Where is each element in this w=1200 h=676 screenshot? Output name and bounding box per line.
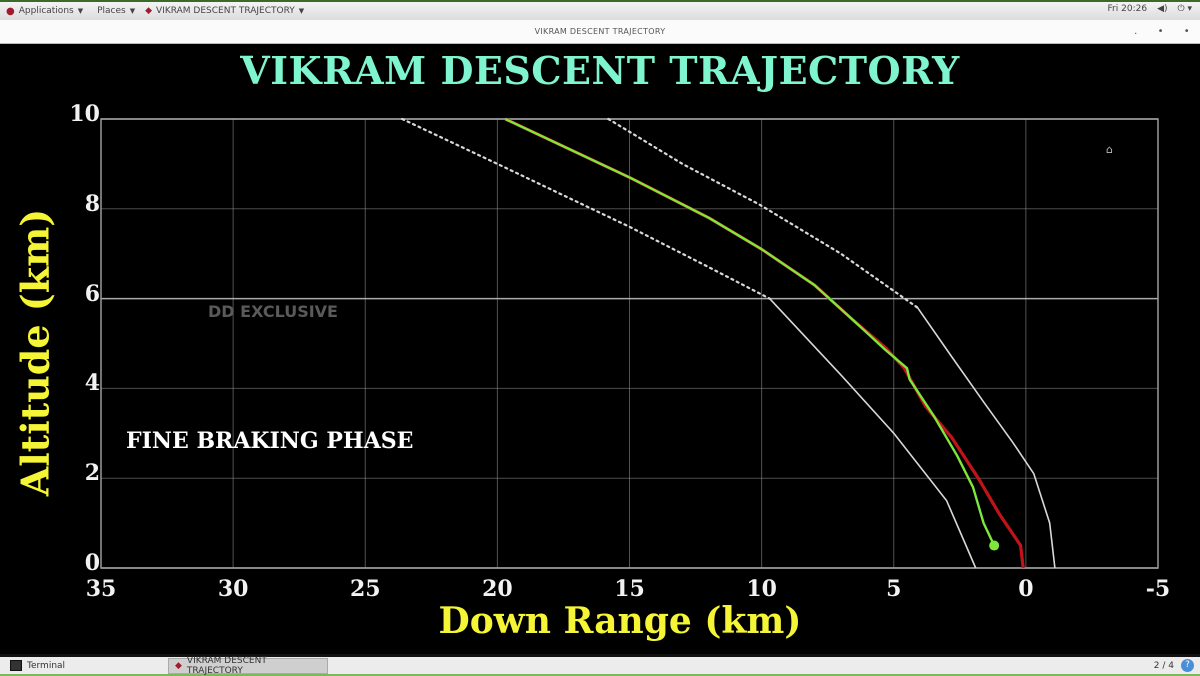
app-icon: ◆ — [145, 6, 153, 16]
x-axis-label: Down Range (km) — [438, 600, 802, 642]
chevron-down-icon: ▼ — [298, 7, 305, 15]
phase-label: FINE BRAKING PHASE — [126, 428, 414, 454]
window-title: VIKRAM DESCENT TRAJECTORY — [534, 27, 666, 36]
x-tick-label: 0 — [1018, 576, 1034, 602]
speaker-icon[interactable]: ◀) — [1157, 4, 1168, 14]
x-tick-label: 25 — [349, 576, 381, 602]
y-tick-label: 6 — [84, 280, 100, 307]
actual-trajectory-glow — [505, 118, 995, 546]
maximize-button[interactable]: • — [1157, 26, 1164, 37]
close-button[interactable]: • — [1183, 26, 1190, 37]
x-tick-label: 15 — [614, 576, 645, 602]
app-icon: ◆ — [175, 660, 182, 671]
actual-trajectory-line — [504, 117, 996, 547]
y-tick-label: 2 — [84, 460, 100, 487]
plot-frame — [100, 118, 1159, 569]
clock[interactable]: Fri 20:26 — [1107, 4, 1148, 14]
y-tick-label: 8 — [84, 190, 100, 217]
workspace-switcher[interactable]: 2 / 4 — [1153, 661, 1174, 671]
taskbar-item-label: Terminal — [27, 660, 66, 671]
bound-curve-dotted — [607, 117, 919, 309]
terminal-icon — [10, 660, 22, 671]
taskbar-item-label: VIKRAM DESCENT TRAJECTORY — [186, 655, 267, 676]
minimize-button[interactable]: . — [1134, 26, 1138, 37]
planned-trajectory-line — [504, 117, 1025, 569]
help-icon[interactable]: ? — [1181, 659, 1194, 672]
y-tick-label: 0 — [84, 550, 100, 576]
chevron-down-icon: ▼ — [129, 7, 136, 15]
x-tick-label: 20 — [482, 576, 513, 602]
y-tick-label: 4 — [84, 370, 100, 397]
active-app-label: VIKRAM DESCENT TRAJECTORY — [156, 6, 295, 16]
chart-canvas — [0, 44, 1200, 654]
places-label: Places — [97, 6, 126, 16]
taskbar: Terminal ◆ VIKRAM DESCENT TRAJECTORY 2 /… — [0, 654, 1200, 676]
bound-curve-dotted — [401, 117, 771, 300]
watermark: DD EXCLUSIVE — [208, 302, 338, 321]
active-app-menu[interactable]: ◆ VIKRAM DESCENT TRAJECTORY ▼ — [145, 6, 304, 16]
mouse-cursor-icon: ⌂ — [1106, 143, 1113, 156]
x-tick-label: 10 — [746, 576, 777, 602]
window-title-bar: VIKRAM DESCENT TRAJECTORY . • • — [0, 20, 1200, 44]
chart-title: VIKRAM DESCENT TRAJECTORY — [240, 48, 960, 93]
places-menu[interactable]: Places ▼ — [97, 6, 135, 16]
taskbar-item-terminal[interactable]: Terminal — [4, 658, 164, 674]
bound-curve-solid — [916, 307, 1056, 569]
system-top-bar: ● Applications ▼ Places ▼ ◆ VIKRAM DESCE… — [0, 0, 1200, 20]
x-tick-label: 5 — [886, 576, 902, 602]
y-tick-label: 10 — [69, 101, 100, 127]
bound-curve-solid — [769, 298, 977, 569]
gnome-foot-icon: ● — [6, 5, 15, 17]
chevron-down-icon: ▼ — [77, 7, 84, 15]
lander-position-marker — [989, 540, 1000, 551]
applications-menu[interactable]: ● Applications ▼ — [6, 6, 83, 17]
x-tick-label: -5 — [1145, 576, 1171, 602]
x-tick-label: 35 — [85, 576, 117, 602]
applications-label: Applications — [18, 6, 74, 16]
power-icon[interactable]: ⏻ ▾ — [1177, 4, 1193, 14]
taskbar-item-trajectory[interactable]: ◆ VIKRAM DESCENT TRAJECTORY — [168, 655, 328, 676]
x-tick-label: 30 — [217, 576, 249, 602]
